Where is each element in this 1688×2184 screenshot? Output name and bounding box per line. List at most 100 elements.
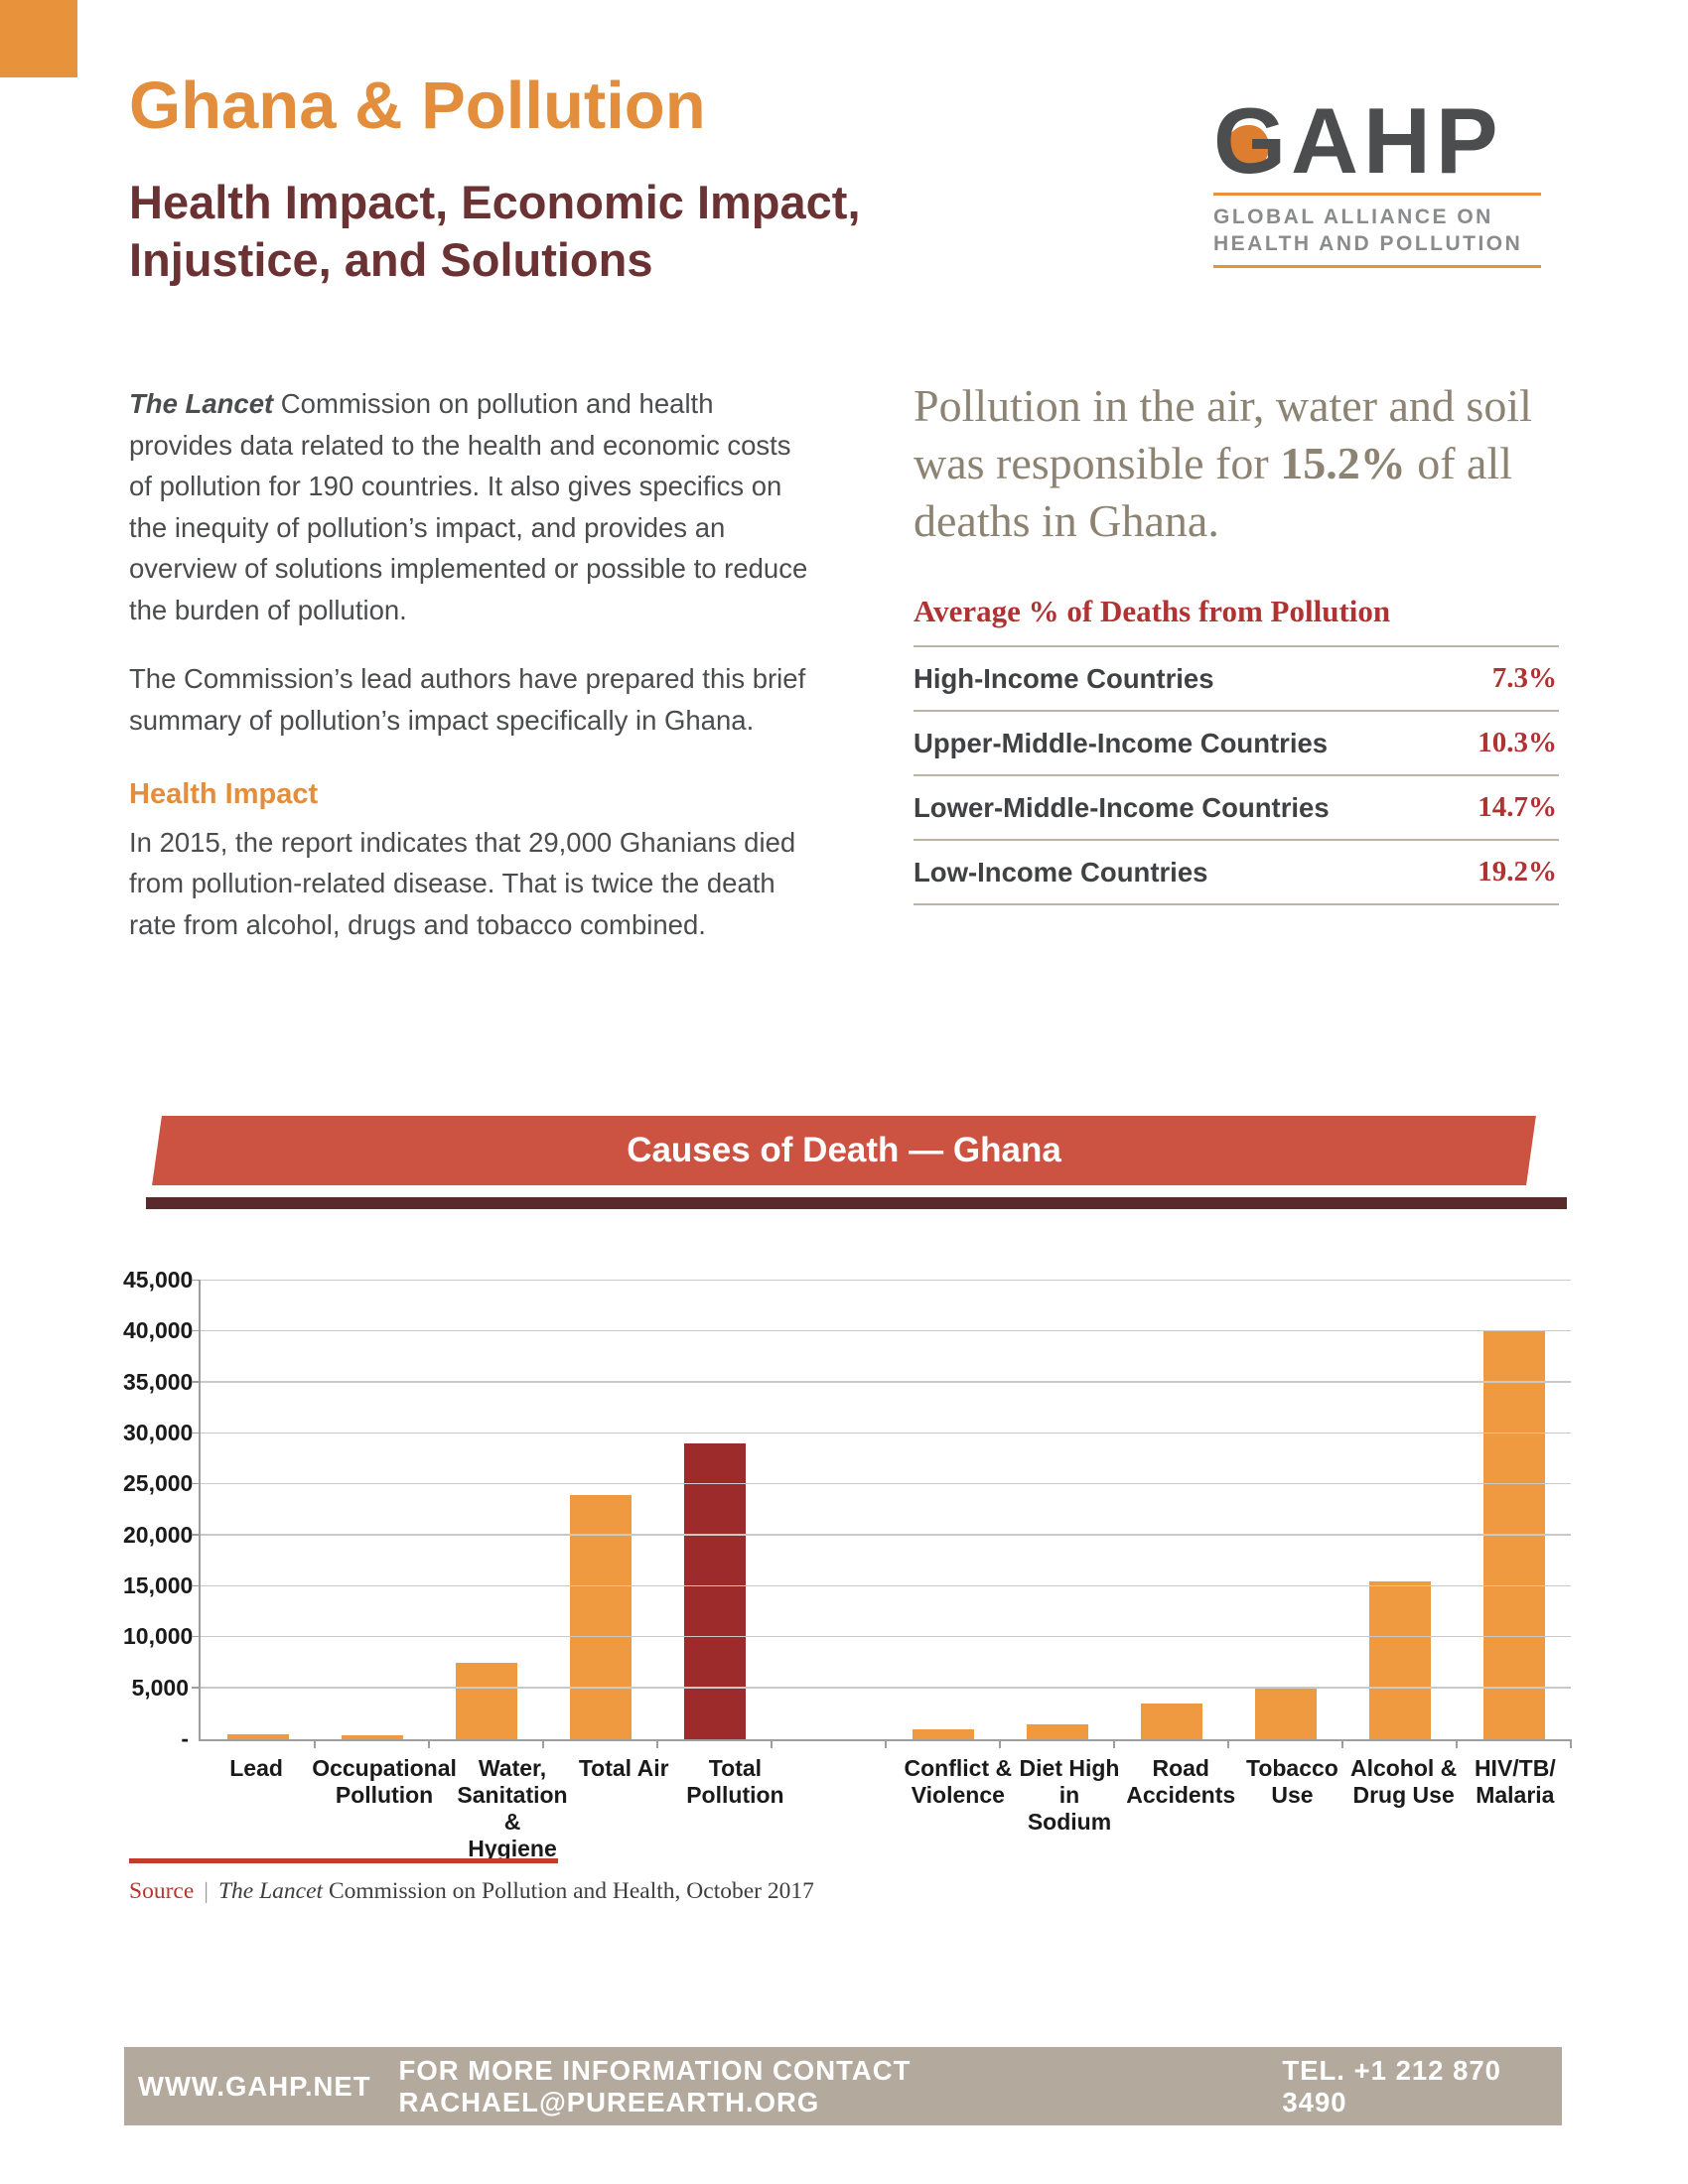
deaths-table: Average % of Deaths from Pollution High-…: [914, 594, 1559, 905]
pull-quote-text-2: of all deaths in Ghana.: [914, 438, 1512, 546]
gahp-logo-g: G: [1213, 88, 1292, 193]
chart-slot: [1114, 1281, 1228, 1739]
bar-alcohol-drug-use: [1368, 1580, 1431, 1739]
x-axis-label: Lead: [229, 1755, 283, 1781]
gahp-logo: GAHP GLOBAL ALLIANCE ON HEALTH AND POLLU…: [1213, 94, 1547, 268]
x-axis-label: HIV/TB/ Malaria: [1474, 1755, 1556, 1808]
x-axis-label: [791, 1755, 903, 1862]
y-axis-tick: [192, 1482, 201, 1485]
source-line: Source | The Lancet Commission on Pollutio…: [129, 1878, 814, 1905]
table-row: Low-Income Countries 19.2%: [914, 839, 1559, 905]
y-axis-label: 45,000: [123, 1267, 194, 1293]
page-subtitle: Health Impact, Economic Impact, Injustic…: [129, 176, 861, 286]
source-publication: The Lancet: [217, 1878, 324, 1904]
x-axis-tick: [542, 1739, 544, 1748]
gridline: [201, 1687, 1571, 1689]
chart-plot: - 5,000 10,000 15,000 20,000 25,000 30,000 35,0…: [123, 1267, 1572, 1861]
x-axis-label: Road Accidents: [1126, 1755, 1236, 1808]
logo-tagline-line2: HEALTH AND POLLUTION: [1213, 232, 1523, 255]
table-row: High-Income Countries 7.3%: [914, 645, 1559, 710]
footer-contact: FOR MORE INFORMATION CONTACT RACHAEL@PUR…: [398, 2054, 912, 2117]
chart-slot: [1000, 1281, 1114, 1739]
y-axis-label: 10,000: [123, 1623, 194, 1650]
bar-total-pollution: [683, 1443, 746, 1739]
pull-quote-text-1: Pollution in the air, water and soil was…: [914, 380, 1532, 488]
x-axis-label: Conflict & Violence: [904, 1755, 1013, 1808]
logo-tagline-line1: GLOBAL ALLIANCE ON: [1213, 205, 1493, 228]
chart-slot: [657, 1281, 772, 1739]
table-row-value: 14.7%: [1477, 791, 1557, 823]
x-axis-label: Occupational Pollution: [312, 1755, 457, 1808]
corner-mark: [0, 0, 77, 77]
footer-website: WWW.GAHP.NET: [138, 2070, 371, 2102]
gridline: [201, 1329, 1571, 1332]
x-axis-tick: [999, 1739, 1001, 1748]
y-axis-label: 5,000: [131, 1674, 189, 1701]
x-axis-label: Water, Sanitation & Hygiene: [457, 1755, 568, 1861]
pull-quote: Pollution in the air, water and soil was…: [914, 377, 1549, 550]
y-axis-tick: [192, 1279, 201, 1281]
table-row-label: High-Income Countries: [914, 662, 1214, 694]
bar-total-air: [569, 1494, 632, 1739]
table-row-value: 19.2%: [1477, 856, 1557, 887]
logo-divider-bottom: [1213, 265, 1541, 268]
gridline: [201, 1635, 1571, 1638]
x-axis-tick: [1456, 1739, 1458, 1748]
y-axis-label: 20,000: [123, 1521, 194, 1548]
x-axis-tick: [1341, 1739, 1343, 1748]
x-axis-label: Total Pollution: [686, 1755, 784, 1808]
health-impact-heading: Health Impact: [129, 778, 319, 810]
intro-paragraph-1-text: Commission on pollution and health provi…: [129, 388, 808, 625]
globe-icon: [1225, 125, 1269, 173]
y-axis-tick: [192, 1584, 201, 1586]
source-separator: |: [204, 1878, 209, 1904]
x-axis-tick: [656, 1739, 658, 1748]
table-row-label: Upper-Middle-Income Countries: [914, 727, 1329, 758]
gridline: [201, 1534, 1571, 1536]
bar-diet-high-in-sodium: [1026, 1723, 1088, 1739]
source-divider: [129, 1858, 558, 1863]
x-axis-label: Diet High in Sodium: [1019, 1755, 1120, 1835]
deaths-table-title: Average % of Deaths from Pollution: [914, 594, 1391, 628]
chart-y-axis-labels: - 5,000 10,000 15,000 20,000 25,000 30,000 35,0…: [123, 1267, 194, 1751]
source-label: Source: [129, 1878, 195, 1904]
x-axis-tick: [1227, 1739, 1229, 1748]
footer-bar: WWW.GAHP.NET FOR MORE INFORMATION CONTAC…: [124, 2047, 1562, 2125]
bar-hiv-tb-malaria: [1482, 1331, 1545, 1739]
chart-slot: [1342, 1281, 1457, 1739]
chart-x-axis-labels: Lead Occupational Pollution Water, Sanitat…: [201, 1755, 1571, 1862]
x-axis-label: Total Air: [578, 1755, 669, 1781]
x-axis-tick: [1570, 1739, 1572, 1748]
y-axis-label: 25,000: [123, 1470, 194, 1497]
y-axis-label: 35,000: [123, 1368, 194, 1395]
table-row-value: 10.3%: [1477, 727, 1557, 758]
intro-column: The Lancet Commission on pollution and h…: [129, 383, 814, 973]
health-impact-paragraph: In 2015, the report indicates that 29,00…: [129, 826, 796, 940]
page-title: Ghana & Pollution: [129, 68, 706, 143]
x-axis-tick: [314, 1739, 316, 1748]
bar-conflict-violence: [912, 1728, 974, 1739]
gridline: [201, 1381, 1571, 1383]
table-row: Upper-Middle-Income Countries 10.3%: [914, 710, 1559, 774]
gridline: [201, 1279, 1571, 1281]
bar-road-accidents: [1140, 1704, 1202, 1739]
bar-lead: [226, 1733, 289, 1739]
chart-slot: [1228, 1281, 1342, 1739]
x-axis-tick: [428, 1739, 430, 1748]
table-row-value: 7.3%: [1491, 662, 1557, 694]
bar-tobacco-use: [1254, 1688, 1317, 1739]
chart-slot: [543, 1281, 657, 1739]
gridline: [201, 1432, 1571, 1433]
gahp-logo-ahp: AHP: [1291, 88, 1503, 193]
chart-slot: [315, 1281, 429, 1739]
gahp-logo-acronym: GAHP: [1213, 94, 1547, 188]
chart-slot: [429, 1281, 543, 1739]
x-axis-tick: [1113, 1739, 1115, 1748]
table-row-label: Low-Income Countries: [914, 856, 1208, 887]
y-axis-label: -: [181, 1725, 189, 1751]
gridline: [201, 1482, 1571, 1485]
causes-of-death-chart: - 5,000 10,000 15,000 20,000 25,000 30,000 35,0…: [123, 1253, 1579, 1861]
chart-banner-title: Causes of Death — Ghana: [627, 1131, 1061, 1169]
intro-paragraph-1: The Lancet Commission on pollution and h…: [129, 383, 814, 630]
table-row: Lower-Middle-Income Countries 14.7%: [914, 774, 1559, 839]
